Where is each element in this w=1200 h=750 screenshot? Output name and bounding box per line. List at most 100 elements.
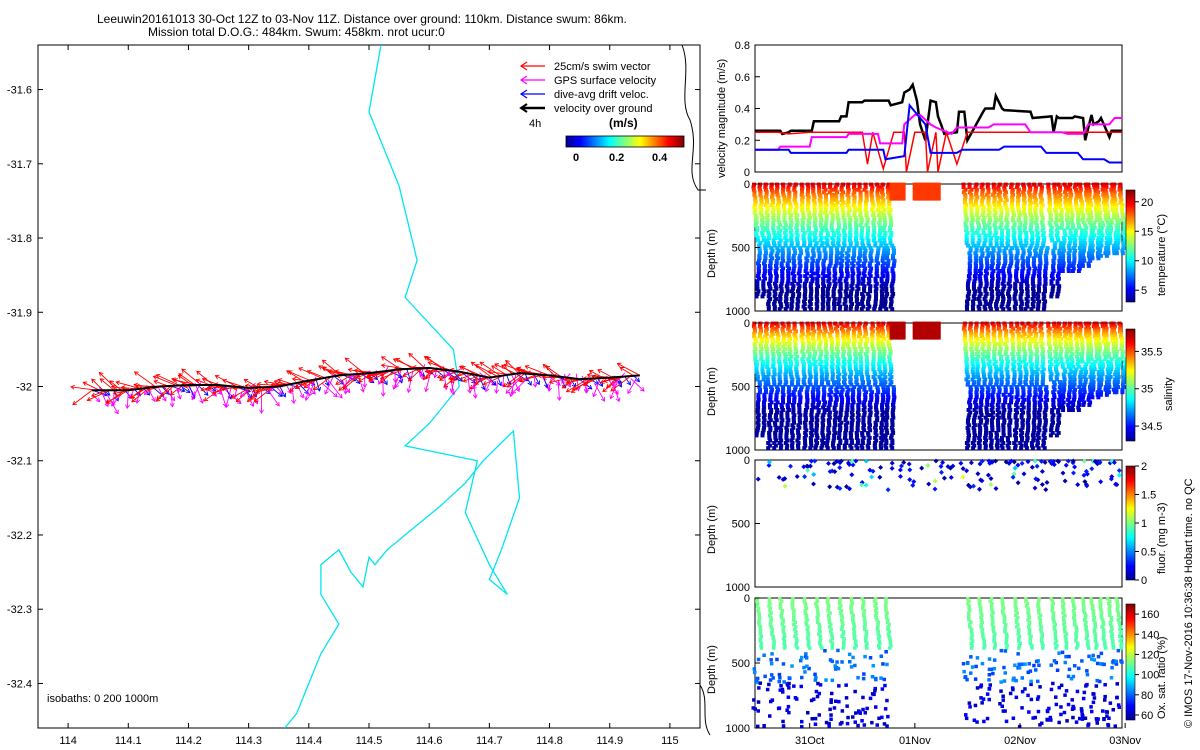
- profile-point: [1047, 359, 1052, 364]
- profile-point: [936, 191, 941, 195]
- profile-point: [783, 347, 788, 351]
- profile-point: [1041, 377, 1046, 382]
- profile-point: [1002, 248, 1007, 253]
- profile-point: [1001, 276, 1006, 281]
- profile-point: [841, 213, 846, 218]
- profile-point: [1029, 220, 1034, 225]
- profile-point: [779, 289, 784, 294]
- profile-point: [801, 369, 806, 374]
- profile-point: [846, 258, 851, 263]
- profile-point: [755, 410, 760, 415]
- profile-point: [1053, 192, 1058, 197]
- profile-point: [833, 402, 838, 407]
- profile-point: [891, 246, 896, 251]
- profile-point: [821, 299, 826, 304]
- profile-point: [785, 304, 790, 309]
- profile-point: [1065, 359, 1070, 364]
- profile-point: [830, 349, 835, 354]
- profile-point: [1041, 441, 1046, 445]
- profile-point: [1007, 428, 1012, 433]
- profile-point: [821, 281, 826, 286]
- profile-point: [988, 364, 992, 369]
- profile-point: [1098, 248, 1103, 253]
- profile-point: [996, 187, 1001, 192]
- profile-point: [818, 205, 823, 210]
- profile-point: [1104, 241, 1109, 246]
- profile-point: [862, 400, 867, 405]
- profile-point: [845, 329, 850, 334]
- profile-point: [898, 188, 903, 193]
- isobath-continuation-lower: [699, 684, 711, 736]
- profile-point: [787, 334, 792, 339]
- profile-point: [1036, 425, 1041, 430]
- profile-point: [844, 266, 849, 271]
- profile-point: [996, 428, 1001, 433]
- profile-point: [873, 435, 878, 440]
- profile-point: [964, 203, 969, 207]
- profile-point: [1021, 390, 1026, 395]
- profile-point: [996, 420, 1000, 425]
- profile-point: [891, 385, 896, 390]
- profile-point: [848, 307, 853, 312]
- profile-point: [973, 339, 978, 344]
- profile-point: [829, 210, 834, 215]
- profile-point: [985, 182, 990, 187]
- profile-point: [765, 375, 770, 379]
- profile-point: [875, 253, 880, 258]
- profile-point: [777, 347, 782, 351]
- profile-point: [825, 294, 830, 299]
- profile-point: [879, 423, 884, 428]
- profile-point: [780, 321, 785, 326]
- profile-point: [996, 321, 1001, 326]
- profile-point: [831, 441, 836, 445]
- profile-point: [826, 307, 831, 312]
- profile-point: [803, 415, 808, 420]
- profile-point: [964, 362, 969, 367]
- profile-point: [772, 369, 777, 374]
- profile-point: [1012, 372, 1017, 377]
- profile-point: [882, 349, 887, 354]
- profile-point: [987, 347, 992, 351]
- profile-point: [799, 203, 804, 207]
- profile-point: [1001, 286, 1006, 291]
- profile-point: [1005, 359, 1010, 364]
- profile-point: [809, 433, 814, 438]
- profile-point: [977, 433, 982, 438]
- profile-point: [850, 269, 855, 273]
- profile-point: [981, 208, 986, 212]
- profile-point: [966, 408, 971, 412]
- profile-point: [812, 339, 817, 344]
- profile-point: [785, 438, 790, 443]
- profile-point: [966, 380, 971, 385]
- profile-point: [1081, 213, 1086, 218]
- velocity-series-line: [755, 102, 1122, 164]
- profile-point: [992, 213, 997, 218]
- profile-point: [995, 402, 1000, 407]
- profile-point: [887, 205, 891, 210]
- profile-point: [988, 435, 993, 440]
- profile-point: [868, 246, 873, 251]
- profile-point: [889, 230, 894, 235]
- profile-point: [1053, 336, 1058, 341]
- profile-point: [800, 331, 805, 336]
- profile-point: [1012, 369, 1017, 374]
- profile-point: [846, 339, 851, 344]
- velocity-arrow: [408, 352, 426, 369]
- profile-point: [789, 241, 794, 246]
- profile-point: [877, 352, 882, 357]
- profile-point: [885, 390, 890, 395]
- profile-point: [1061, 236, 1066, 240]
- profile-point: [993, 372, 998, 377]
- profile-point: [1009, 261, 1014, 266]
- profile-point: [1021, 192, 1026, 197]
- profile-point: [762, 392, 767, 397]
- profile-point: [842, 443, 847, 448]
- profile-point: [812, 200, 817, 205]
- profile-point: [874, 433, 879, 438]
- profile-point: [830, 367, 835, 372]
- velocity-arrow: [259, 391, 264, 415]
- profile-point: [1087, 205, 1092, 210]
- profile-point: [1041, 438, 1046, 443]
- profile-point: [1063, 339, 1068, 344]
- profile-point: [884, 243, 889, 248]
